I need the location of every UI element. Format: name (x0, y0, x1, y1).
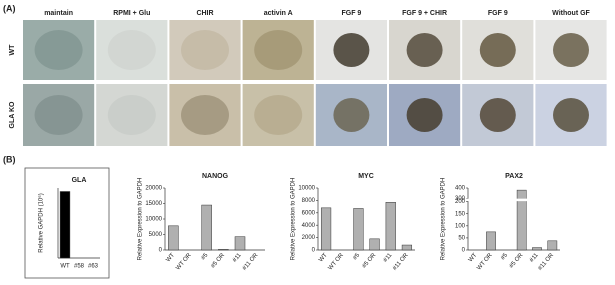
y-tick-label: 0 (462, 248, 466, 254)
row-label: WT (9, 44, 16, 56)
cell-colony (254, 95, 303, 135)
cell-colony (553, 98, 589, 132)
cell-colony (107, 95, 156, 135)
axis-break (465, 198, 560, 202)
column-header: CHIR (196, 10, 213, 17)
bar (218, 249, 229, 251)
cell-colony (553, 33, 589, 67)
y-tick-label: 50 (458, 235, 465, 241)
y-axis-label: Relative Expression to GAPDH (441, 178, 447, 261)
bar (201, 204, 212, 251)
bar (486, 231, 496, 251)
y-tick-label: 8000 (302, 198, 316, 204)
column-header: FGF 9 (488, 10, 508, 17)
chart-title: MYC (358, 173, 374, 180)
x-tick-label: #11 (232, 252, 243, 264)
chart-title: GLA (72, 177, 87, 184)
bar (547, 240, 558, 251)
y-tick-label: 10000 (145, 217, 162, 223)
y-tick-label: 20000 (145, 186, 162, 192)
y-tick-label: 100 (455, 223, 466, 229)
cell-colony (254, 30, 303, 70)
y-tick-label: 15000 (145, 201, 162, 207)
bar (532, 247, 542, 251)
x-tick-label: WT (165, 252, 176, 263)
column-header: FGF 9 (341, 10, 361, 17)
micrograph (96, 84, 168, 146)
row-label: GLA KO (9, 101, 16, 129)
bar (401, 244, 413, 251)
column-header: Without GF (552, 10, 590, 17)
x-tick-label: #5 (500, 252, 509, 261)
cell-colony (333, 33, 370, 67)
column-header: activin A (264, 10, 293, 17)
cell-colony (479, 33, 516, 67)
cell-colony (406, 98, 443, 132)
y-axis-label: Relative Expression to GAPDH (291, 178, 297, 261)
cell-colony (34, 95, 83, 135)
cell-colony (34, 30, 83, 70)
column-header: RPMI + Glu (113, 10, 150, 17)
bar (234, 236, 246, 251)
micrograph (169, 84, 241, 146)
column-header: FGF 9 + CHIR (402, 10, 447, 17)
micrograph (96, 20, 168, 80)
bar (385, 202, 396, 251)
cell-colony (107, 30, 156, 70)
x-tick-label: WT (468, 252, 479, 263)
x-tick-label: WT (318, 252, 329, 263)
cell-colony (181, 30, 229, 70)
x-tick-label: #63 (88, 264, 99, 270)
bar (369, 238, 380, 251)
y-tick-label: 150 (455, 211, 466, 217)
micrograph (242, 20, 314, 80)
x-tick-label: #11 (529, 252, 540, 264)
bar (59, 191, 71, 259)
x-tick-label: WT (60, 264, 70, 270)
x-tick-label: #11 (383, 252, 394, 264)
cell-colony (479, 98, 516, 132)
y-tick-label: 4000 (302, 223, 316, 229)
y-tick-label: 0 (159, 248, 163, 254)
bar (353, 208, 364, 251)
y-tick-label: 300 (455, 196, 466, 202)
y-tick-label: 0 (312, 248, 316, 254)
bar (516, 189, 527, 251)
column-header: maintain (44, 10, 73, 17)
y-tick-label: 10000 (298, 186, 315, 192)
micrograph (242, 84, 314, 146)
micrograph (23, 20, 95, 80)
bar (320, 207, 332, 251)
micrograph (23, 84, 95, 146)
y-tick-label: 5000 (149, 232, 163, 238)
y-tick-label: 200 (455, 199, 466, 205)
y-tick-label: 2000 (302, 235, 316, 241)
gla-frame (24, 167, 110, 279)
cell-colony (181, 95, 229, 135)
y-tick-label: 6000 (302, 210, 316, 216)
cell-colony (333, 98, 370, 132)
x-tick-label: #58 (74, 264, 85, 270)
bar (168, 225, 179, 251)
chart-title: NANOG (202, 173, 229, 180)
panel-a-label: (A) (3, 3, 16, 13)
panel-b-label: (B) (3, 154, 16, 164)
cell-colony (406, 33, 443, 67)
micrograph (169, 20, 241, 80)
x-tick-label: #5 (201, 252, 210, 261)
y-tick-label: 400 (455, 186, 466, 192)
y-axis-label: Relative GAPDH (10⁶) (38, 193, 45, 253)
chart-title: PAX2 (505, 173, 523, 180)
x-tick-label: #5 (352, 252, 361, 261)
y-axis-label: Relative Expression to GAPDH (138, 178, 144, 261)
